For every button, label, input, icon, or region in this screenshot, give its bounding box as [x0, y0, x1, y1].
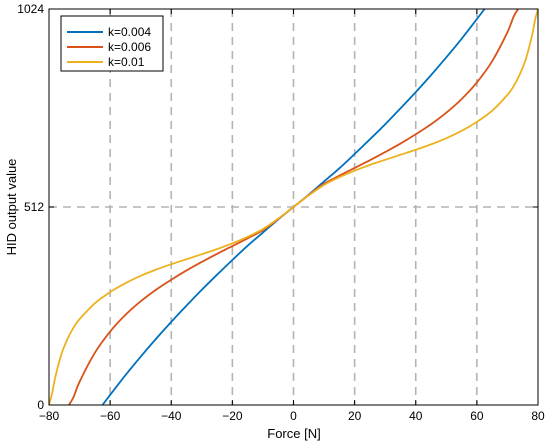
- legend-box: [60, 15, 164, 72]
- x-tick-label: −80: [39, 409, 60, 423]
- legend-label-k001: k=0.01: [108, 55, 145, 69]
- x-tick-label: 40: [409, 409, 423, 423]
- x-tick-label: −40: [161, 409, 182, 423]
- x-tick-label: 20: [348, 409, 362, 423]
- legend-label-k0004: k=0.004: [108, 25, 151, 39]
- y-tick-label: 512: [24, 200, 44, 214]
- series-line-k001: [49, 9, 538, 405]
- ticks: [48, 8, 539, 406]
- y-tick-label: 1024: [17, 2, 44, 16]
- x-axis-title: Force [N]: [267, 426, 320, 441]
- y-axis-title: HID output value: [4, 159, 19, 256]
- x-tick-label: 80: [531, 409, 545, 423]
- legend: k=0.004 k=0.006 k=0.01: [60, 15, 164, 72]
- tick-labels: −80 −60 −40 −20 0 20 40 60 80 0 512 1024: [17, 2, 545, 423]
- y-tick-label: 0: [37, 398, 44, 412]
- x-tick-label: 0: [290, 409, 297, 423]
- x-tick-label: 60: [470, 409, 484, 423]
- x-tick-label: −60: [100, 409, 121, 423]
- legend-label-k0006: k=0.006: [108, 40, 151, 54]
- x-tick-label: −20: [222, 409, 243, 423]
- series-group: [49, 9, 538, 405]
